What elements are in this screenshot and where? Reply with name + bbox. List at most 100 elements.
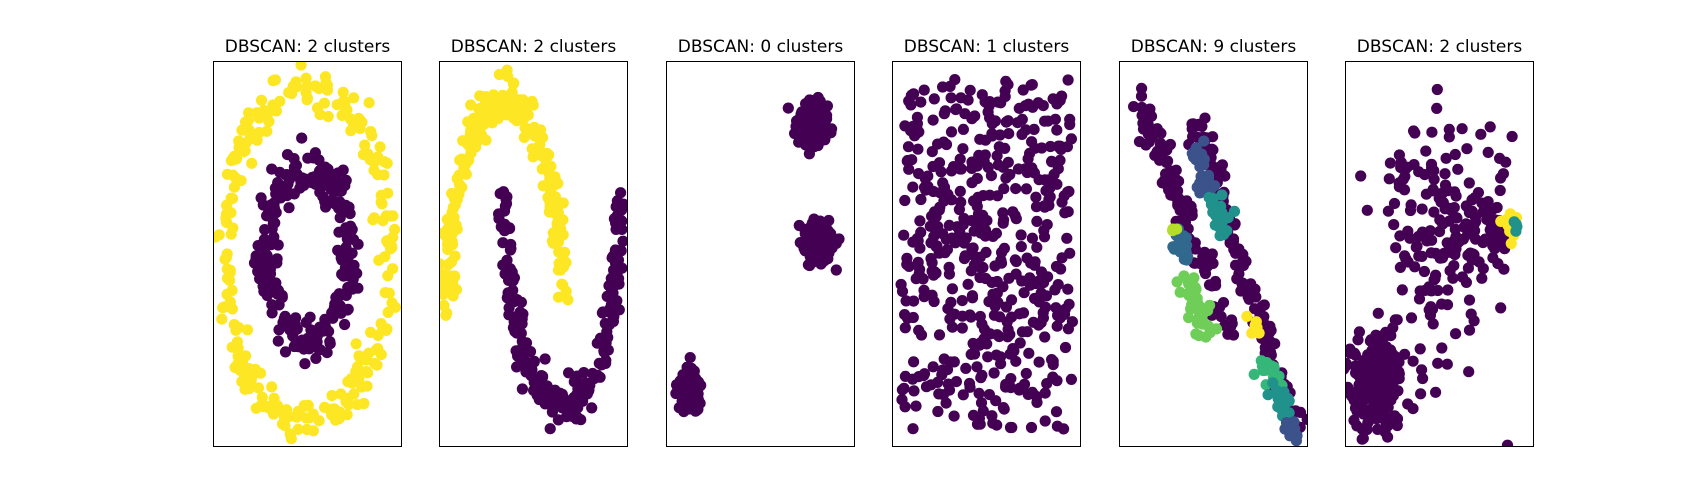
scatter-point [1472, 187, 1484, 199]
scatter-point [933, 388, 945, 400]
scatter-point [518, 131, 530, 143]
scatter-point [300, 86, 312, 99]
scatter-point [453, 178, 465, 190]
scatter-point [233, 135, 245, 147]
scatter-point [946, 283, 959, 295]
scatter-point [908, 295, 920, 307]
scatter-point [791, 115, 803, 127]
scatter-point [951, 103, 963, 115]
scatter-point [1063, 185, 1075, 198]
points [670, 91, 845, 418]
scatter-point [457, 157, 469, 169]
scatter-point [360, 366, 372, 378]
scatter-point [227, 169, 239, 181]
scatter-point [945, 165, 958, 177]
points [439, 64, 628, 435]
scatter-point [975, 397, 988, 409]
scatter-point [1484, 121, 1496, 133]
scatter-point [1190, 328, 1202, 340]
scatter-point [1428, 173, 1440, 185]
scatter-point [1361, 204, 1373, 216]
scatter-point [938, 195, 950, 207]
scatter-point [1348, 414, 1360, 426]
scatter-point [899, 322, 911, 334]
scatter-point [493, 208, 505, 220]
scatter-point [1010, 268, 1022, 280]
scatter-point [928, 295, 940, 308]
scatter-point [1505, 237, 1517, 250]
scatter-point [327, 312, 339, 324]
scatter-point [1407, 355, 1419, 367]
scatter-point [1030, 201, 1043, 213]
scatter-point [1054, 312, 1066, 324]
scatter-point [898, 229, 910, 241]
scatter-point [617, 235, 628, 247]
scatter-point [365, 326, 377, 338]
scatter-point [1042, 174, 1054, 186]
scatter-point [942, 303, 954, 315]
scatter-point [537, 370, 549, 382]
scatter-point [259, 224, 271, 236]
scatter-point [1173, 175, 1185, 187]
scatter-point [447, 290, 459, 302]
scatter-point [502, 287, 514, 299]
scatter-point [1409, 127, 1421, 139]
scatter-point [439, 227, 445, 239]
scatter-point [966, 162, 978, 174]
scatter-point [333, 288, 345, 300]
scatter-point [1262, 389, 1274, 401]
scatter-point [975, 261, 987, 274]
scatter-point [348, 92, 360, 104]
scatter-point [1463, 366, 1475, 378]
scatter-point [1415, 388, 1427, 400]
scatter-point [339, 318, 351, 331]
scatter-point [586, 402, 598, 414]
scatter-point [236, 376, 248, 388]
scatter-point [939, 247, 951, 259]
scatter-point [1416, 203, 1428, 215]
scatter-point [1187, 118, 1199, 130]
scatter-point [351, 120, 363, 132]
scatter-point [387, 210, 399, 222]
scatter-point [610, 201, 622, 213]
scatter-point [615, 187, 627, 199]
scatter-point [896, 285, 909, 297]
subplot-title: DBSCAN: 9 clusters [1131, 37, 1297, 57]
scatter-point [940, 397, 952, 409]
scatter-point [999, 142, 1011, 154]
scatter-point [333, 412, 345, 425]
scatter-point [913, 324, 925, 336]
scatter-point [594, 371, 606, 383]
scatter-point [1154, 145, 1166, 157]
scatter-point [979, 230, 992, 242]
scatter-point [278, 411, 290, 423]
scatter-point [948, 410, 960, 422]
scatter-point [793, 136, 805, 148]
scatter-point [968, 225, 980, 237]
scatter-point [374, 141, 386, 153]
scatter-point [998, 242, 1011, 254]
scatter-point [1355, 170, 1367, 182]
scatter-point [980, 246, 992, 258]
scatter-point [539, 353, 551, 365]
scatter-point [830, 264, 842, 276]
scatter-point [446, 238, 459, 251]
scatter-point [1475, 128, 1487, 140]
scatter-point [225, 155, 237, 167]
scatter-point [1189, 243, 1201, 255]
scatter-point [915, 96, 927, 108]
scatter-point [1002, 79, 1014, 91]
scatter-point [991, 150, 1003, 162]
scatter-point [1014, 337, 1026, 349]
scatter-point [899, 120, 911, 132]
scatter-point [228, 181, 240, 193]
scatter-point [966, 113, 978, 125]
scatter-point [966, 292, 979, 304]
scatter-point [946, 232, 958, 244]
scatter-point [232, 342, 244, 354]
scatter-point [379, 287, 391, 299]
scatter-point [1050, 406, 1063, 418]
scatter-point [313, 415, 325, 427]
scatter-point [1444, 245, 1456, 257]
scatter-point [578, 380, 590, 392]
